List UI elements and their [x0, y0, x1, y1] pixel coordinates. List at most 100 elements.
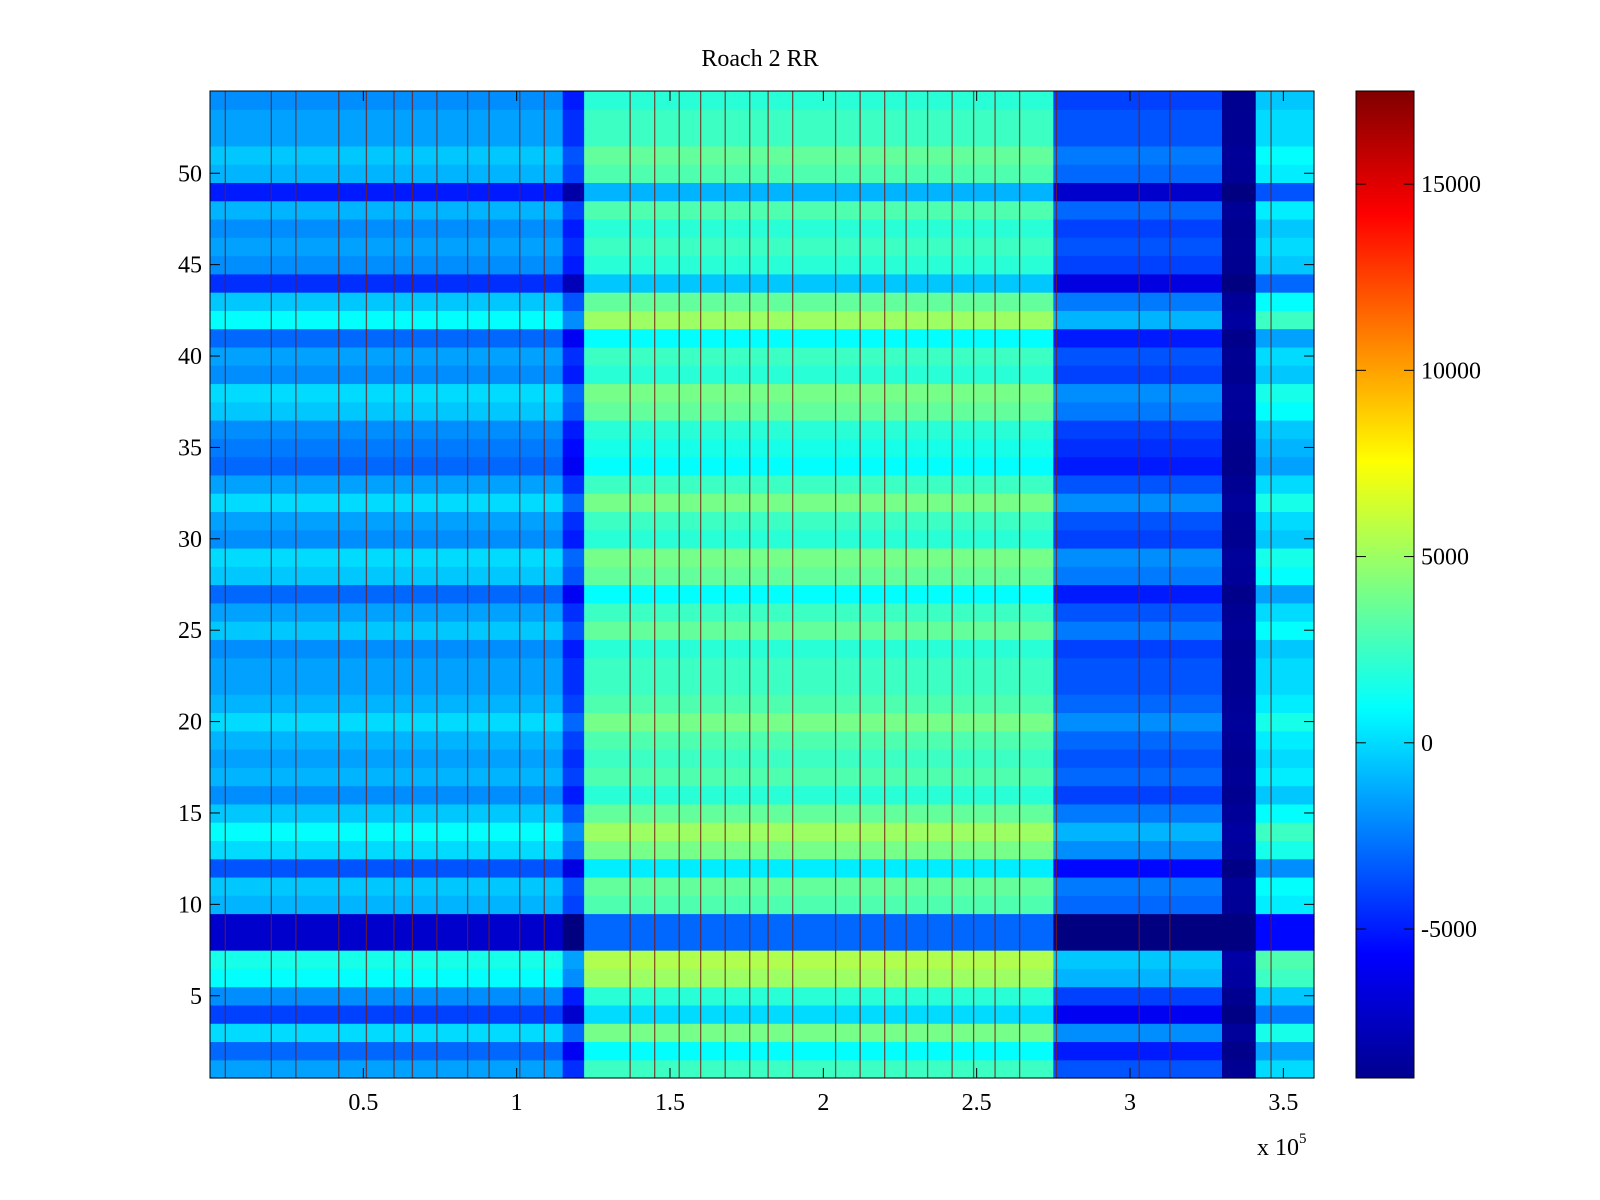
heatmap-cell — [1255, 876, 1315, 896]
heatmap-cell — [1053, 383, 1223, 403]
heatmap-cell — [210, 1041, 564, 1061]
heatmap-cell — [1053, 109, 1223, 129]
heatmap-cell — [210, 1059, 564, 1079]
heatmap-cell — [1053, 200, 1223, 220]
heatmap-cell — [1222, 401, 1257, 421]
heatmap-cell — [1222, 968, 1257, 988]
heatmap-cell — [1053, 1041, 1223, 1061]
heatmap-cell — [1053, 566, 1223, 586]
heatmap-cell — [562, 346, 585, 366]
heatmap-cell — [1222, 913, 1257, 933]
heatmap-cell — [1222, 511, 1257, 531]
heatmap-cell — [210, 602, 564, 622]
heatmap-cell — [1053, 968, 1223, 988]
heatmap-cell — [562, 511, 585, 531]
colorbar-tick-label: -5000 — [1421, 917, 1477, 943]
x-tick-label: 3.5 — [1268, 1090, 1298, 1116]
heatmap-cell — [210, 164, 564, 183]
heatmap-cell — [1053, 365, 1223, 385]
heatmap-cell — [584, 127, 1054, 147]
heatmap-cell — [210, 328, 564, 348]
heatmap-cell — [1053, 456, 1223, 476]
heatmap-cell — [562, 876, 585, 896]
heatmap-cell — [210, 840, 564, 860]
heatmap-cell — [584, 584, 1054, 604]
y-tick-label: 20 — [178, 710, 202, 736]
heatmap-cell — [562, 547, 585, 567]
heatmap-cell — [1053, 1004, 1223, 1024]
heatmap-cell — [210, 474, 564, 494]
heatmap-cell — [584, 767, 1054, 787]
heatmap-cell — [562, 420, 585, 439]
heatmap-cell — [562, 840, 585, 860]
heatmap-cell — [1255, 730, 1315, 750]
heatmap-cell — [1053, 420, 1223, 439]
heatmap-cell — [1255, 1059, 1315, 1079]
heatmap-cell — [1255, 383, 1315, 403]
heatmap-cell — [1053, 876, 1223, 896]
heatmap-cell — [1222, 986, 1257, 1006]
heatmap-cell — [210, 383, 564, 403]
heatmap-cell — [1053, 145, 1223, 165]
heatmap-cell — [584, 474, 1054, 494]
plot-frame — [209, 90, 1315, 1079]
heatmap-cell — [210, 986, 564, 1006]
heatmap-cell — [1255, 493, 1315, 512]
heatmap-cell — [1053, 621, 1223, 640]
heatmap-cell — [1255, 657, 1315, 677]
heatmap-cell — [1222, 109, 1257, 129]
x-tick-label: 0.5 — [348, 1090, 378, 1116]
heatmap-cell — [1222, 474, 1257, 494]
heatmap-cell — [584, 109, 1054, 129]
heatmap-cell — [1255, 584, 1315, 604]
heatmap-cell — [210, 767, 564, 787]
heatmap-cell — [562, 767, 585, 787]
heatmap-cell — [562, 584, 585, 604]
heatmap-cell — [562, 950, 585, 969]
heatmap-cell — [1222, 365, 1257, 385]
heatmap-cell — [1255, 749, 1315, 768]
heatmap-cell — [1222, 785, 1257, 805]
heatmap-cell — [562, 675, 585, 695]
heatmap-cell — [584, 438, 1054, 458]
heatmap-cell — [210, 1004, 564, 1024]
heatmap-cell — [1222, 328, 1257, 348]
heatmap-cell — [1222, 547, 1257, 567]
heatmap-cell — [210, 950, 564, 969]
heatmap-cell — [1255, 145, 1315, 165]
heatmap-cell — [210, 621, 564, 640]
heatmap-cell — [584, 822, 1054, 841]
heatmap-cell — [1053, 986, 1223, 1006]
heatmap-cell — [1255, 547, 1315, 567]
heatmap-cell — [1053, 950, 1223, 969]
heatmap-cell — [1255, 913, 1315, 933]
heatmap-cell — [210, 401, 564, 421]
heatmap-cell — [1255, 273, 1315, 293]
heatmap-cell — [1053, 547, 1223, 567]
heatmap-cell — [210, 566, 564, 586]
heatmap-cell — [1222, 931, 1257, 951]
heatmap-cell — [1222, 566, 1257, 586]
heatmap-cell — [562, 401, 585, 421]
heatmap-cell — [210, 876, 564, 896]
heatmap-cell — [210, 931, 564, 951]
heatmap-cell — [584, 785, 1054, 805]
colorbar-tick-label: 15000 — [1421, 172, 1481, 198]
x-multiplier-base: x 10 — [1257, 1135, 1299, 1161]
heatmap-cell — [1222, 91, 1257, 110]
y-tick-label: 50 — [178, 161, 202, 187]
heatmap-cell — [1255, 511, 1315, 531]
heatmap-cell — [1053, 730, 1223, 750]
heatmap-cell — [1255, 456, 1315, 476]
heatmap-cell — [210, 858, 564, 878]
heatmap-cell — [562, 895, 585, 915]
heatmap-cell — [584, 730, 1054, 750]
heatmap-cell — [1053, 493, 1223, 512]
heatmap-cell — [1222, 292, 1257, 311]
heatmap-cell — [562, 255, 585, 275]
heatmap-cell — [1053, 438, 1223, 458]
heatmap-cell — [210, 547, 564, 567]
heatmap-cell — [1255, 182, 1315, 202]
heatmap-cell — [1053, 803, 1223, 823]
heatmap-cell — [1255, 474, 1315, 494]
